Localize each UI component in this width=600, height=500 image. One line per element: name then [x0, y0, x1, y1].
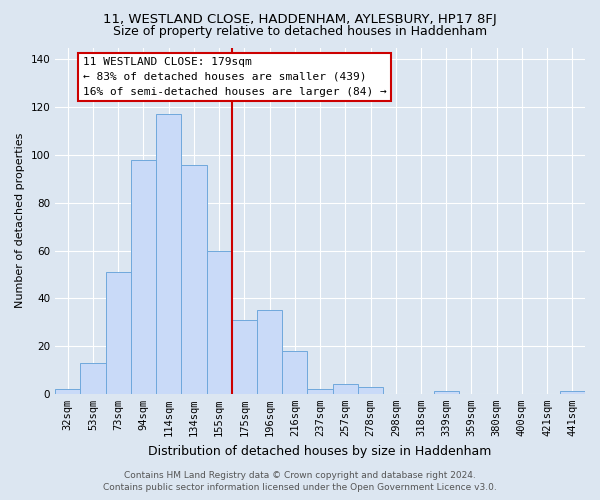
Bar [358, 386, 383, 394]
Text: Size of property relative to detached houses in Haddenham: Size of property relative to detached ho… [113, 25, 487, 38]
Bar [232, 320, 257, 394]
Bar [131, 160, 156, 394]
Bar [206, 250, 232, 394]
Bar [80, 363, 106, 394]
Text: Contains HM Land Registry data © Crown copyright and database right 2024.
Contai: Contains HM Land Registry data © Crown c… [103, 471, 497, 492]
Text: 11, WESTLAND CLOSE, HADDENHAM, AYLESBURY, HP17 8FJ: 11, WESTLAND CLOSE, HADDENHAM, AYLESBURY… [103, 12, 497, 26]
Bar [257, 310, 282, 394]
Bar [307, 389, 332, 394]
Bar [282, 351, 307, 394]
Bar [106, 272, 131, 394]
Y-axis label: Number of detached properties: Number of detached properties [15, 133, 25, 308]
Bar [55, 389, 80, 394]
Bar [181, 164, 206, 394]
Bar [332, 384, 358, 394]
Bar [560, 392, 585, 394]
Bar [434, 392, 459, 394]
Text: 11 WESTLAND CLOSE: 179sqm
← 83% of detached houses are smaller (439)
16% of semi: 11 WESTLAND CLOSE: 179sqm ← 83% of detac… [83, 57, 386, 96]
X-axis label: Distribution of detached houses by size in Haddenham: Distribution of detached houses by size … [148, 444, 492, 458]
Bar [156, 114, 181, 394]
